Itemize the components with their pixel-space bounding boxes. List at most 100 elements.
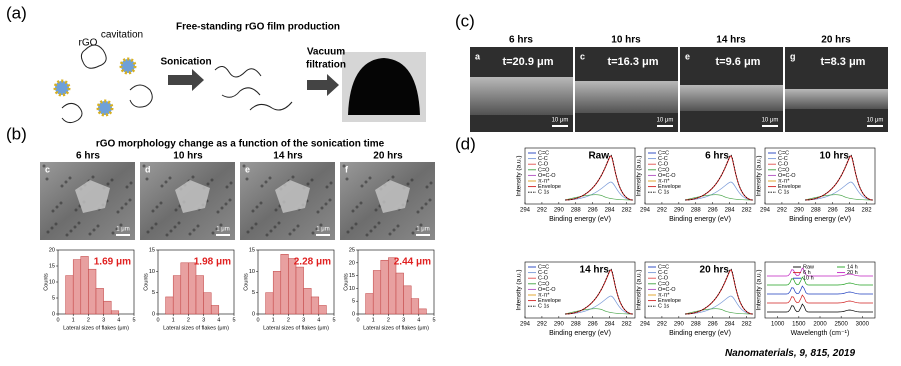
legend-label: π-π*: [778, 178, 790, 184]
x-tick-label: 1: [372, 317, 375, 323]
x-tick-label: 3: [302, 317, 305, 323]
pore: [373, 225, 377, 229]
y-tick-label: 5: [252, 290, 255, 296]
pore: [164, 180, 168, 184]
x-tick-label: 288: [571, 208, 582, 214]
pore: [264, 180, 268, 184]
histogram-bar: [95, 288, 104, 315]
pore: [320, 206, 324, 210]
pore: [250, 226, 254, 230]
legend-label: C=C: [658, 264, 669, 270]
pore: [268, 176, 272, 180]
x-tick-label: 5: [232, 317, 235, 323]
x-tick-label: 0: [356, 317, 359, 323]
y-tick-label: 15: [49, 263, 55, 269]
histogram-bar: [272, 271, 282, 315]
histogram-bar: [80, 256, 89, 315]
legend-label: C=C: [538, 264, 549, 270]
x-tick-label: 286: [708, 322, 719, 328]
x-tick-label: 282: [742, 322, 753, 328]
y-tick-label: 5: [52, 295, 55, 301]
histogram-bar: [172, 275, 182, 315]
pore: [354, 222, 358, 226]
pore: [191, 175, 195, 179]
x-tick-label: 288: [811, 208, 822, 214]
y-tick-label: 5: [152, 290, 155, 296]
histogram-bar: [188, 262, 197, 315]
pore: [316, 210, 320, 214]
plot-title: 14 hrs: [580, 265, 610, 276]
time-label: 10 hrs: [611, 35, 641, 46]
pore: [228, 198, 232, 202]
x-axis-label: Lateral sizes of flakes (μm): [263, 325, 329, 331]
y-tick-label: 0: [352, 311, 355, 317]
histogram-bar: [310, 296, 320, 315]
legend-label: C-O: [538, 162, 549, 168]
pore: [150, 226, 154, 230]
x-tick-label: 286: [588, 322, 599, 328]
x-tick-label: 5: [432, 317, 435, 323]
legend-label: C-C: [658, 156, 668, 162]
x-tick-label: 288: [691, 208, 702, 214]
scale-bar-label: 10 μm: [762, 118, 779, 124]
histogram-bar: [380, 259, 389, 315]
x-tick-label: 2500: [834, 322, 848, 328]
panel-title: rGO morphology change as a function of t…: [96, 139, 385, 150]
pore: [154, 222, 158, 226]
legend-label: C=O: [538, 167, 550, 173]
pore: [155, 205, 159, 209]
x-axis-label: Lateral sizes of flakes (μm): [63, 325, 129, 331]
x-tick-label: 284: [605, 322, 616, 328]
pore: [406, 182, 410, 186]
pore: [51, 209, 55, 213]
legend-label: 20 h: [847, 270, 858, 276]
y-axis-label: Counts: [43, 273, 49, 291]
image-letter: e: [245, 164, 250, 174]
pore: [174, 208, 178, 212]
image-letter: a: [475, 51, 481, 61]
histogram-bar: [295, 266, 304, 315]
panel-title: Free-standing rGO film production: [176, 22, 340, 33]
label: rGO: [79, 38, 98, 49]
spectrum-component: [684, 181, 754, 201]
spectrum-envelope: [564, 155, 634, 201]
x-tick-label: 292: [777, 208, 788, 214]
raman-spectrum: [767, 285, 873, 295]
legend-label: C-O: [538, 276, 549, 282]
pore: [160, 184, 164, 188]
flake: [275, 180, 310, 213]
x-tick-label: 3: [202, 317, 205, 323]
film-layer: [575, 81, 678, 113]
pore: [59, 201, 63, 205]
x-tick-label: 282: [742, 208, 753, 214]
scale-bar-label: 10 μm: [657, 118, 674, 124]
spectrum-component: [564, 181, 634, 201]
x-tick-label: 5: [132, 317, 135, 323]
y-axis-label: Intensity (a.u.): [756, 155, 763, 196]
pore: [220, 206, 224, 210]
pore: [388, 232, 392, 236]
pore: [188, 232, 192, 236]
image-letter: g: [790, 51, 796, 61]
time-label: 6 hrs: [509, 35, 533, 46]
legend-label: C=C: [658, 150, 669, 156]
x-tick-label: 290: [674, 322, 685, 328]
legend-label: 10 h: [803, 276, 814, 282]
x-tick-label: 0: [256, 317, 259, 323]
pore: [291, 175, 295, 179]
y-axis-label: Counts: [343, 273, 349, 291]
x-axis-label: Lateral sizes of flakes (μm): [163, 325, 229, 331]
legend-label: Envelope: [538, 298, 561, 304]
pore: [110, 178, 114, 182]
histogram-bar: [303, 288, 312, 315]
legend-label: C 1s: [538, 190, 550, 196]
time-label: 10 hrs: [173, 151, 203, 162]
pore: [415, 227, 419, 231]
legend-label: Envelope: [658, 298, 681, 304]
image-letter: e: [685, 51, 690, 61]
pore: [196, 224, 200, 228]
pore: [355, 205, 359, 209]
pore: [242, 164, 246, 168]
histogram-bar: [410, 298, 420, 315]
pore: [429, 181, 433, 185]
